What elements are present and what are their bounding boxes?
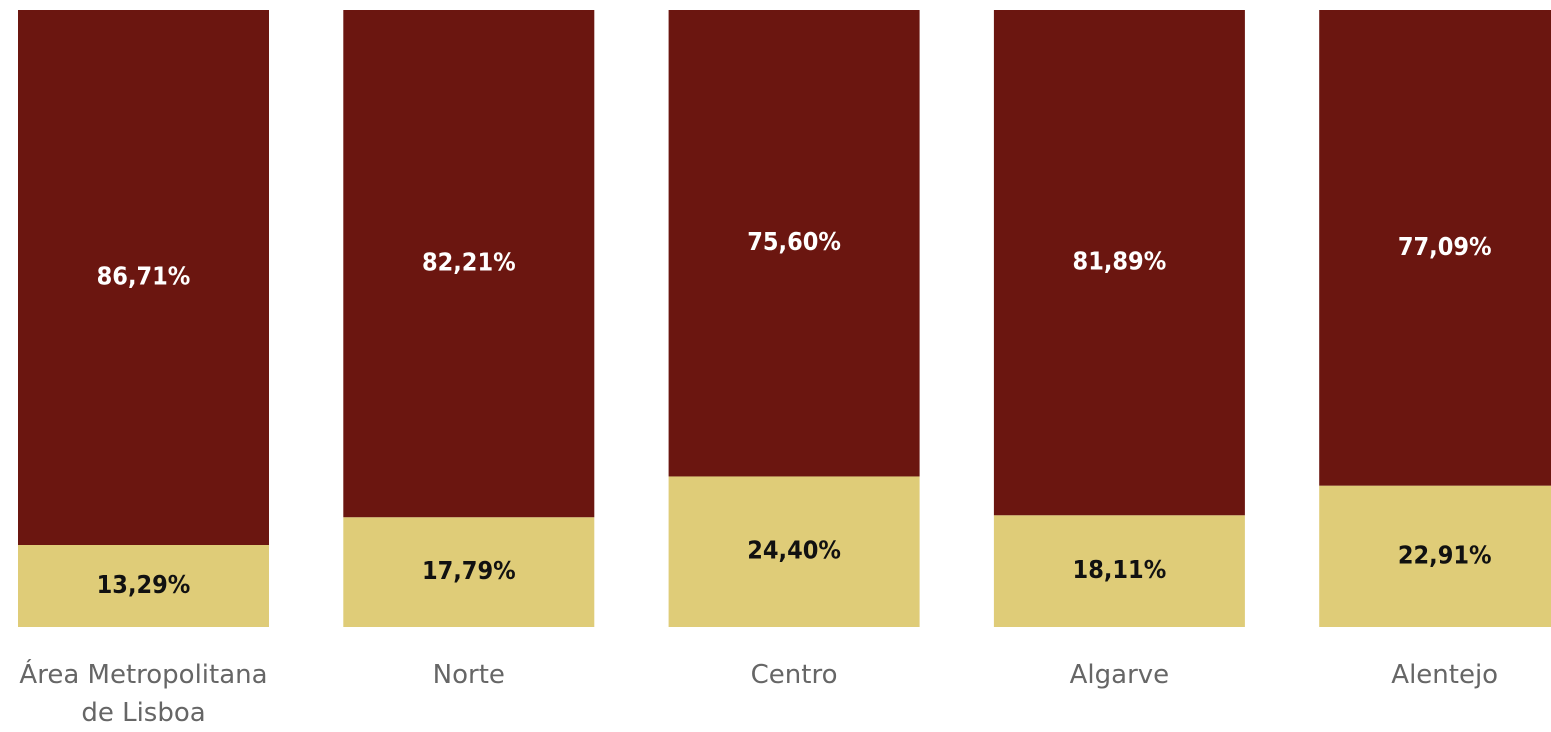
value-label: 81,89% (1073, 247, 1167, 276)
value-label: 82,21% (422, 248, 516, 277)
value-label: 24,40% (747, 536, 841, 565)
category-label: Centro (750, 660, 838, 690)
value-label: 22,91% (1398, 540, 1492, 569)
value-label: 18,11% (1073, 555, 1167, 584)
bar-segment (1319, 10, 1551, 486)
category-label: Algarve (1069, 660, 1170, 690)
bar-segment (993, 515, 1245, 627)
bar-segment (1319, 485, 1551, 627)
bar-segment (18, 10, 269, 546)
value-label: 17,79% (422, 556, 516, 585)
bar-segment (668, 476, 920, 627)
bar-segment (343, 10, 595, 518)
value-label: 86,71% (97, 262, 191, 291)
category-label: Norte (432, 660, 505, 690)
bar-segment (668, 10, 920, 477)
value-label: 13,29% (97, 570, 191, 599)
value-label: 77,09% (1398, 232, 1492, 261)
category-label: Alentejo (1391, 660, 1499, 690)
value-label: 75,60% (747, 227, 841, 256)
bar-segment (993, 10, 1245, 516)
bar-segment (343, 517, 595, 627)
bar-segment (18, 545, 269, 627)
category-label: Área Metropolitana de Lisboa (19, 660, 268, 728)
